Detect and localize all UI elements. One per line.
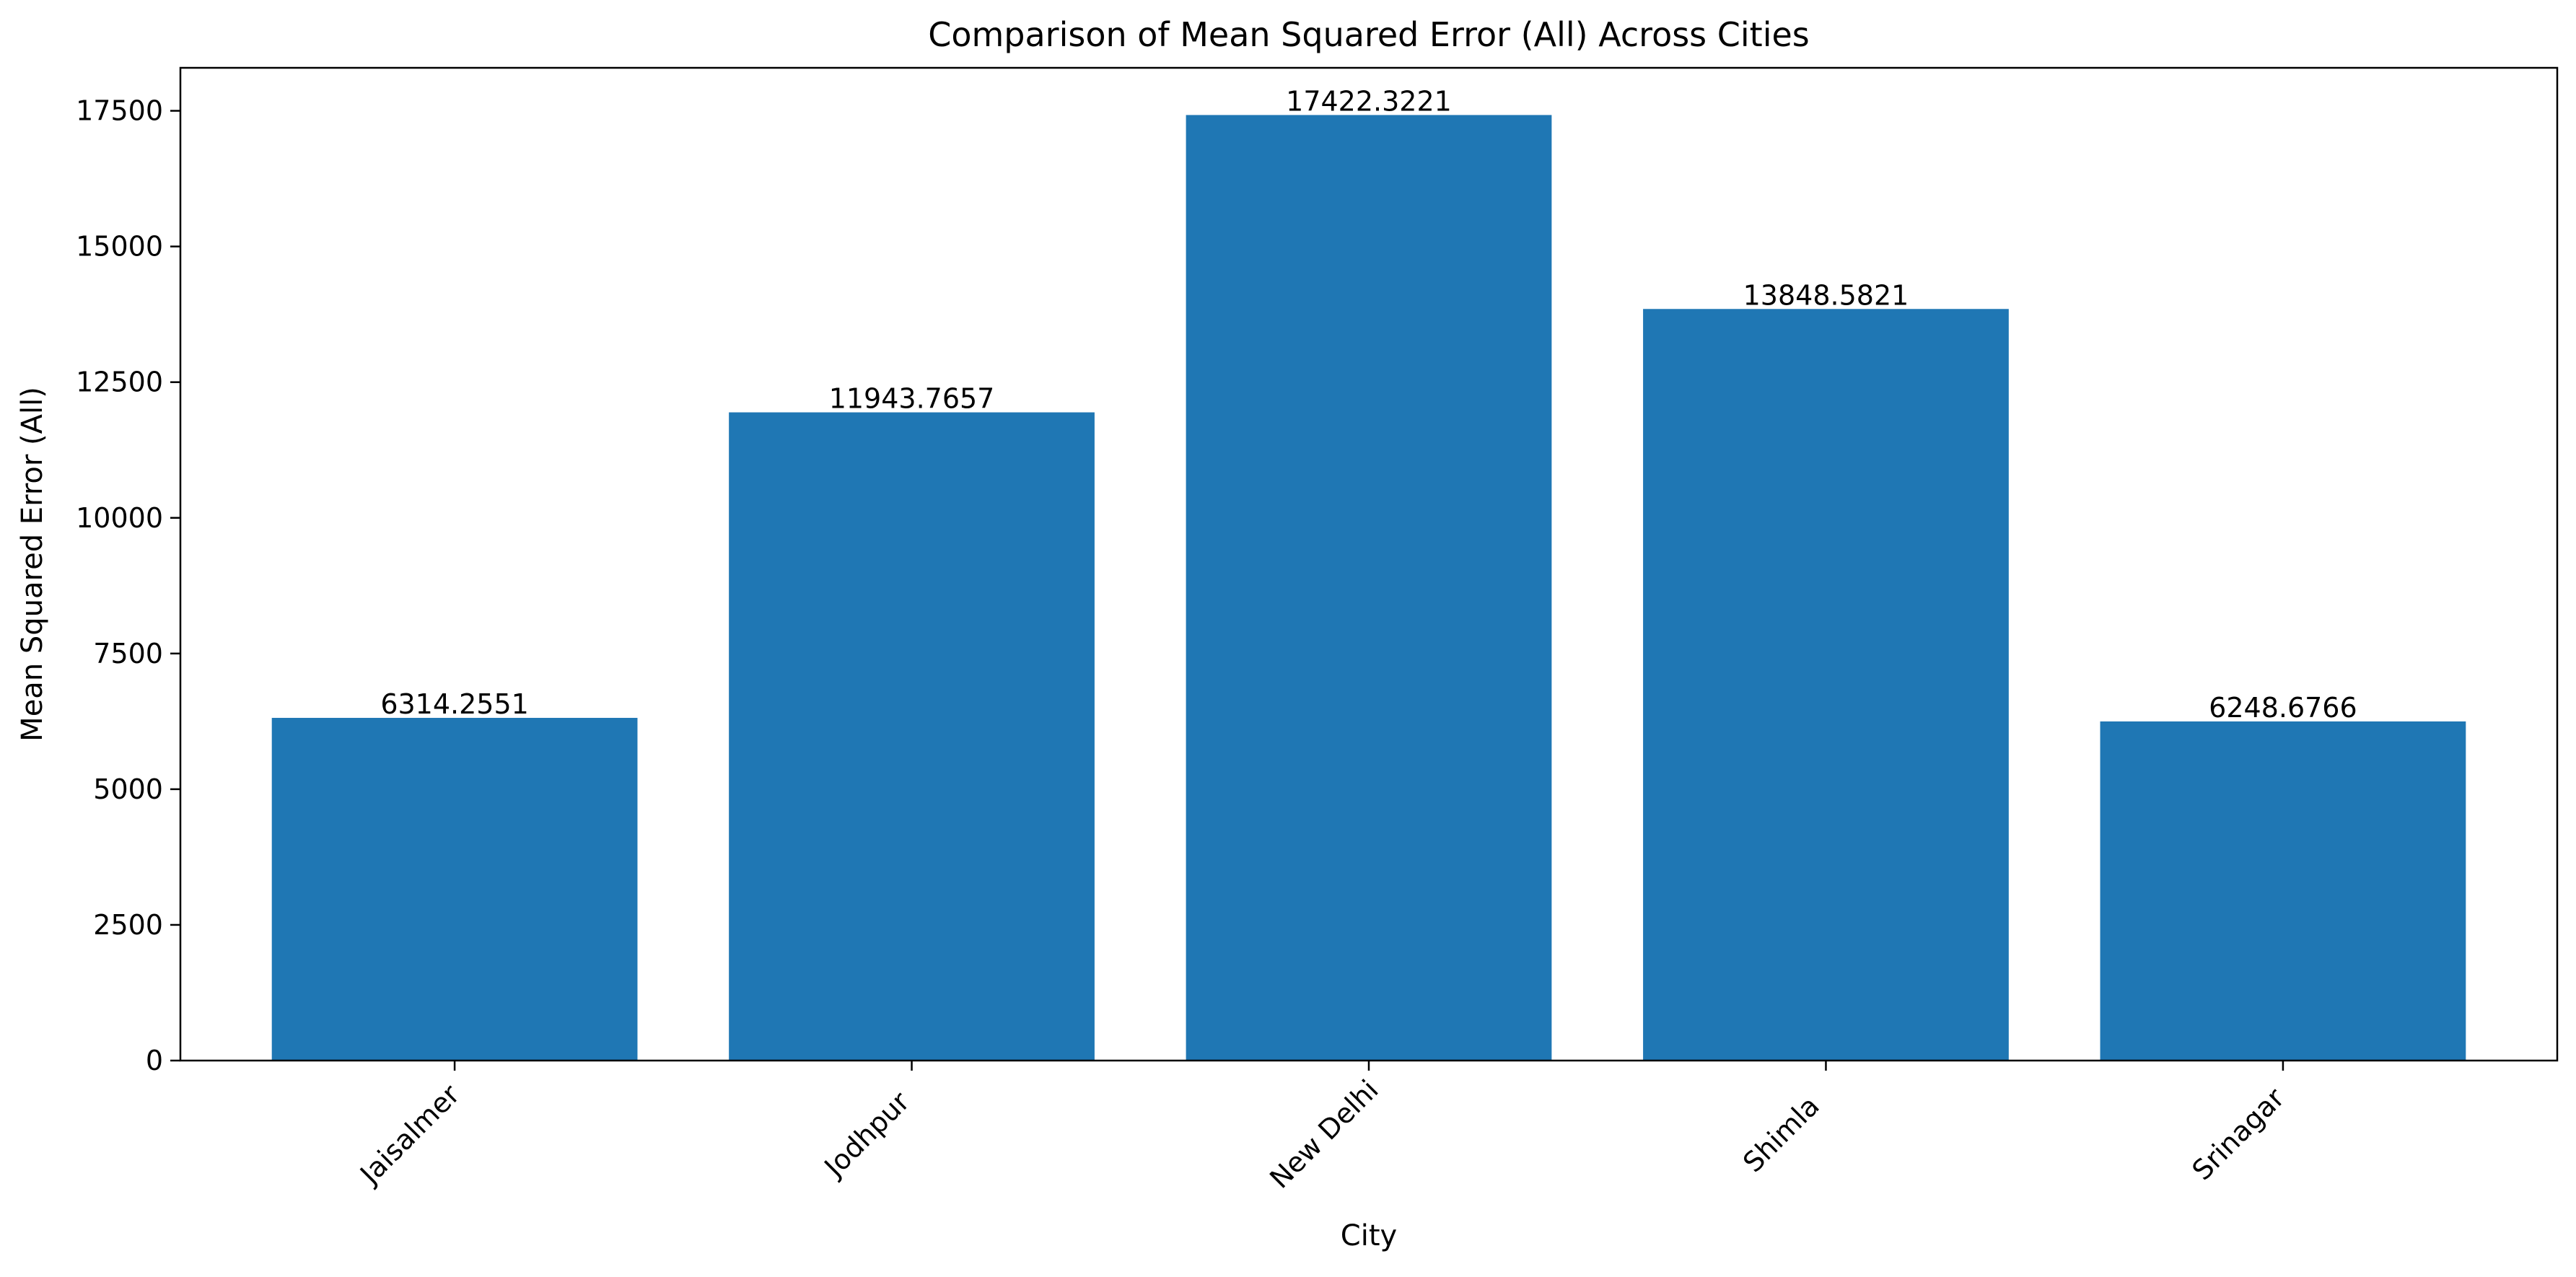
bar-jodhpur — [729, 412, 1095, 1061]
y-tick-label: 12500 — [76, 367, 163, 398]
bar-value-label: 11943.7657 — [829, 383, 995, 415]
bar-value-label: 13848.5821 — [1743, 279, 1909, 311]
bar-value-label: 17422.3221 — [1286, 85, 1452, 117]
x-axis-label: City — [1341, 1219, 1397, 1252]
y-tick-label: 17500 — [76, 95, 163, 127]
y-tick-label: 2500 — [93, 909, 163, 941]
bar-value-labels: 6314.2551 11943.7657 17422.3221 13848.5821 6… — [380, 85, 2357, 724]
y-tick-label: 0 — [146, 1045, 163, 1076]
bar-new-delhi — [1186, 115, 1552, 1061]
chart-title: Comparison of Mean Squared Error (All) A… — [928, 15, 1810, 54]
bar-jaisalmer — [271, 718, 638, 1061]
y-tick-label: 10000 — [76, 502, 163, 534]
y-tick-label: 7500 — [93, 638, 163, 670]
plot-frame — [179, 66, 2559, 1062]
bar-shimla — [1643, 309, 2009, 1061]
y-axis-label: Mean Squared Error (All) — [16, 387, 49, 742]
y-tick-label: 15000 — [76, 231, 163, 263]
bar-srinagar — [2100, 721, 2466, 1061]
y-tick-label: 5000 — [93, 773, 163, 805]
y-axis: 0 2500 5000 7500 10000 12500 15000 17500 — [76, 95, 180, 1076]
bar-value-label: 6248.6766 — [2209, 692, 2357, 724]
bars-group — [271, 115, 2466, 1061]
bar-value-label: 6314.2551 — [380, 688, 529, 720]
